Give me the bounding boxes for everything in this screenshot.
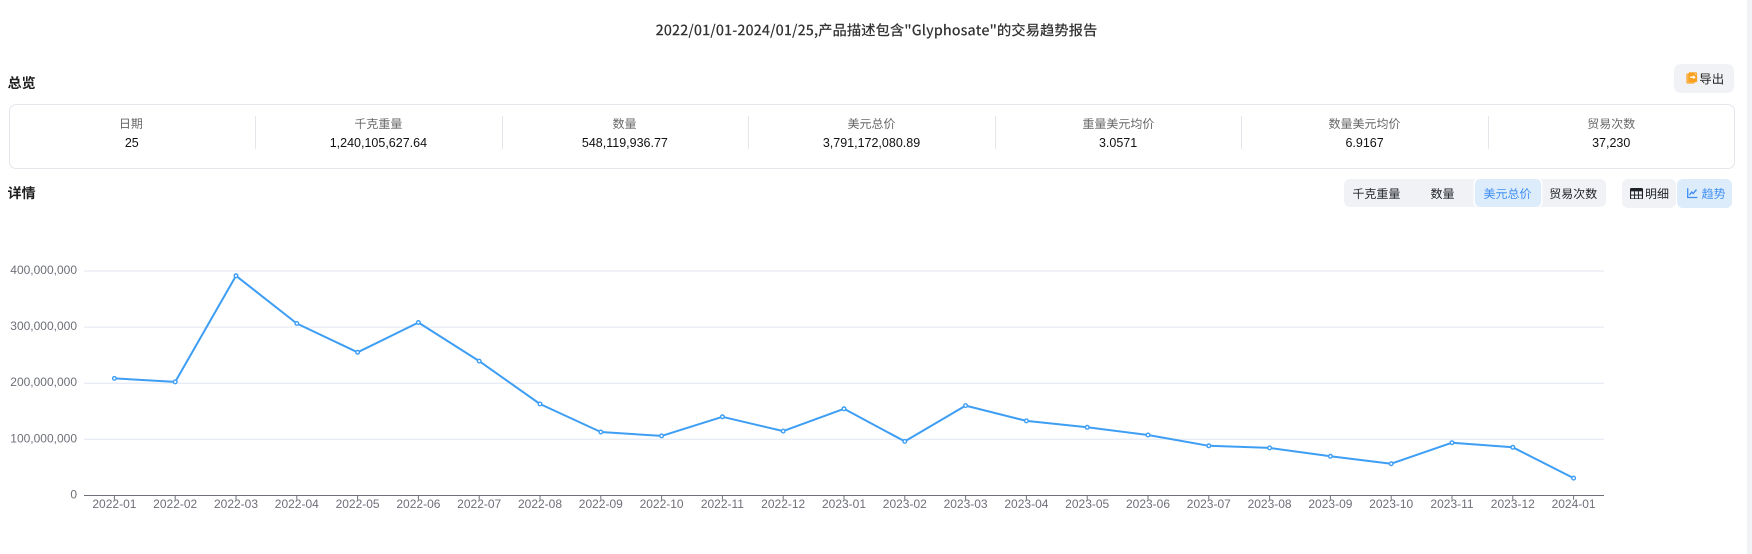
svg-text:2022-10: 2022-10 [640, 497, 684, 511]
svg-text:2023-02: 2023-02 [883, 497, 927, 511]
svg-text:2022-02: 2022-02 [153, 497, 197, 511]
svg-text:2023-03: 2023-03 [944, 497, 988, 511]
svg-text:2023-10: 2023-10 [1369, 497, 1413, 511]
svg-text:2023-07: 2023-07 [1187, 497, 1231, 511]
svg-text:2022-04: 2022-04 [275, 497, 319, 511]
svg-text:2023-04: 2023-04 [1004, 497, 1048, 511]
svg-text:2022-01: 2022-01 [92, 497, 136, 511]
svg-text:2022-05: 2022-05 [336, 497, 380, 511]
svg-text:2022-03: 2022-03 [214, 497, 258, 511]
svg-text:2023-12: 2023-12 [1491, 497, 1535, 511]
svg-text:2022-06: 2022-06 [396, 497, 440, 511]
svg-text:2023-05: 2023-05 [1065, 497, 1109, 511]
svg-text:0: 0 [70, 488, 77, 502]
svg-text:2023-08: 2023-08 [1248, 497, 1292, 511]
svg-text:2024-01: 2024-01 [1552, 497, 1596, 511]
svg-text:2023-11: 2023-11 [1430, 497, 1473, 511]
svg-text:100,000,000: 100,000,000 [10, 431, 77, 445]
svg-text:2023-06: 2023-06 [1126, 497, 1170, 511]
svg-text:2022-12: 2022-12 [761, 497, 805, 511]
svg-text:2023-09: 2023-09 [1308, 497, 1352, 511]
svg-text:2022-11: 2022-11 [701, 497, 744, 511]
svg-text:200,000,000: 200,000,000 [10, 375, 77, 389]
svg-text:400,000,000: 400,000,000 [10, 263, 77, 277]
svg-text:2022-07: 2022-07 [457, 497, 501, 511]
svg-text:2023-01: 2023-01 [822, 497, 866, 511]
svg-text:2022-08: 2022-08 [518, 497, 562, 511]
svg-text:300,000,000: 300,000,000 [10, 319, 77, 333]
svg-text:2022-09: 2022-09 [579, 497, 623, 511]
